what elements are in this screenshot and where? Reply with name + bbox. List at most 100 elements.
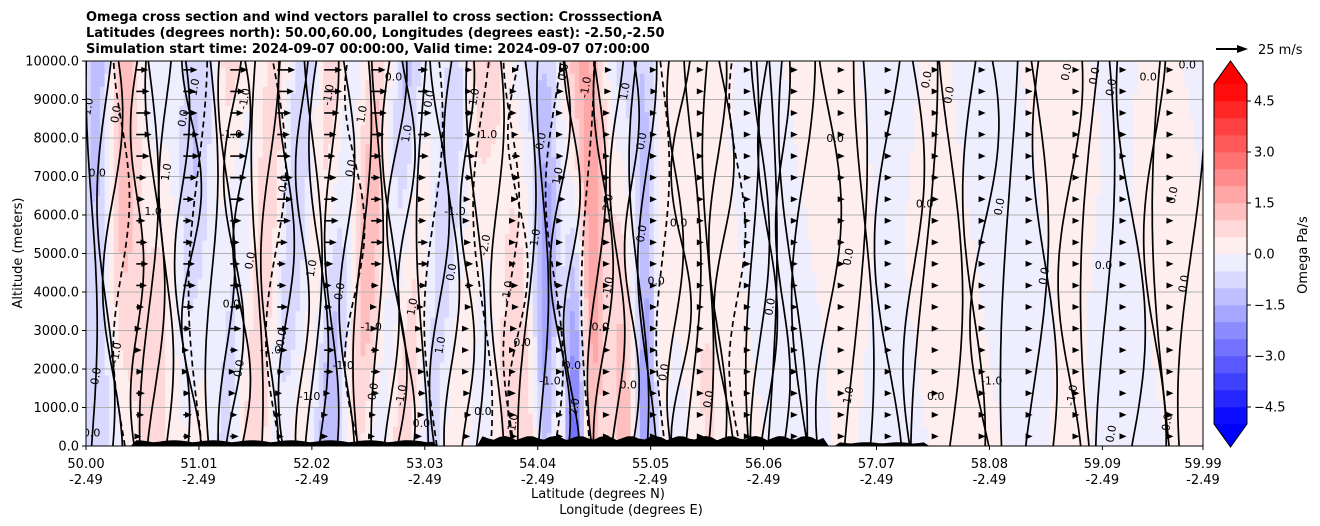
omega-cell [435, 369, 441, 377]
omega-cell [346, 67, 352, 75]
omega-cell [328, 266, 334, 274]
omega-cell [467, 420, 473, 428]
omega-cell [160, 292, 166, 300]
omega-cell [449, 144, 455, 152]
omega-cell [365, 369, 371, 377]
omega-cell [193, 240, 199, 248]
omega-cell [188, 208, 194, 216]
omega-cell [183, 234, 189, 242]
omega-cell [132, 170, 138, 178]
omega-cell [197, 336, 203, 344]
omega-cell [472, 112, 478, 120]
omega-cell [99, 202, 106, 210]
omega-cell [95, 195, 101, 203]
omega-cell [300, 304, 306, 312]
omega-cell [197, 234, 203, 242]
omega-cell [113, 61, 120, 69]
omega-cell [174, 426, 180, 434]
omega-cell [104, 131, 110, 139]
omega-cell [295, 317, 301, 325]
omega-cell [402, 240, 408, 248]
omega-cell [118, 343, 124, 351]
omega-cell [113, 234, 120, 242]
omega-cell [90, 131, 96, 139]
omega-cell [127, 215, 134, 223]
omega-cell [127, 93, 134, 101]
omega-cell [151, 311, 157, 319]
omega-cell [239, 202, 245, 210]
omega-cell [314, 375, 320, 383]
omega-cell [99, 413, 106, 421]
omega-cell [202, 131, 208, 139]
omega-cell [458, 420, 464, 428]
omega-cell [323, 138, 329, 146]
omega-cell [444, 67, 450, 75]
omega-cell [207, 420, 213, 428]
omega-cell [225, 356, 231, 364]
omega-cell [151, 381, 157, 389]
omega-cell [146, 73, 152, 81]
omega-cell [95, 131, 101, 139]
omega-cell [216, 272, 222, 280]
omega-cell [141, 266, 148, 274]
omega-cell [165, 182, 171, 190]
omega-cell [258, 125, 264, 133]
omega-cell [188, 426, 194, 434]
omega-cell [458, 112, 464, 120]
omega-cell [397, 105, 404, 113]
omega-cell [109, 118, 115, 126]
omega-cell [109, 426, 115, 434]
omega-cell [388, 298, 394, 306]
omega-cell [109, 80, 115, 88]
omega-cell [216, 221, 222, 229]
omega-cell [109, 394, 115, 402]
omega-cell [379, 413, 385, 421]
omega-cell [449, 253, 455, 261]
omega-cell [430, 369, 436, 377]
omega-cell [90, 266, 96, 274]
omega-cell [365, 375, 371, 383]
omega-cell [188, 433, 194, 441]
omega-cell [179, 195, 185, 203]
omega-cell [109, 324, 115, 332]
omega-cell [281, 394, 287, 402]
omega-cell [244, 234, 250, 242]
omega-cell [127, 80, 134, 88]
omega-cell [95, 401, 101, 409]
omega-cell [383, 317, 390, 325]
omega-cell [141, 420, 148, 428]
omega-cell [360, 381, 366, 389]
omega-cell [337, 189, 343, 197]
omega-cell [341, 144, 348, 152]
omega-cell [290, 304, 297, 312]
omega-cell [355, 80, 362, 88]
omega-cell [86, 208, 92, 216]
omega-cell [109, 157, 115, 165]
omega-cell [248, 272, 255, 280]
omega-cell [207, 311, 213, 319]
omega-cell [467, 426, 473, 434]
omega-cell [281, 86, 287, 94]
omega-cell [137, 266, 143, 274]
omega-cell [99, 73, 106, 81]
omega-cell [388, 369, 394, 377]
omega-cell [365, 99, 371, 107]
omega-cell [197, 73, 203, 81]
omega-cell [267, 407, 273, 415]
omega-cell [132, 93, 138, 101]
omega-cell [416, 86, 422, 94]
omega-cell [123, 73, 129, 81]
omega-cell [160, 304, 166, 312]
omega-cell [407, 80, 413, 88]
omega-cell [216, 388, 222, 396]
omega-cell [160, 105, 166, 113]
omega-cell [220, 433, 227, 441]
omega-cell [99, 324, 106, 332]
omega-cell [211, 266, 217, 274]
omega-cell [146, 105, 152, 113]
omega-cell [300, 150, 306, 158]
omega-cell [160, 279, 166, 287]
omega-cell [295, 272, 301, 280]
omega-cell [439, 240, 445, 248]
omega-cell [449, 388, 455, 396]
